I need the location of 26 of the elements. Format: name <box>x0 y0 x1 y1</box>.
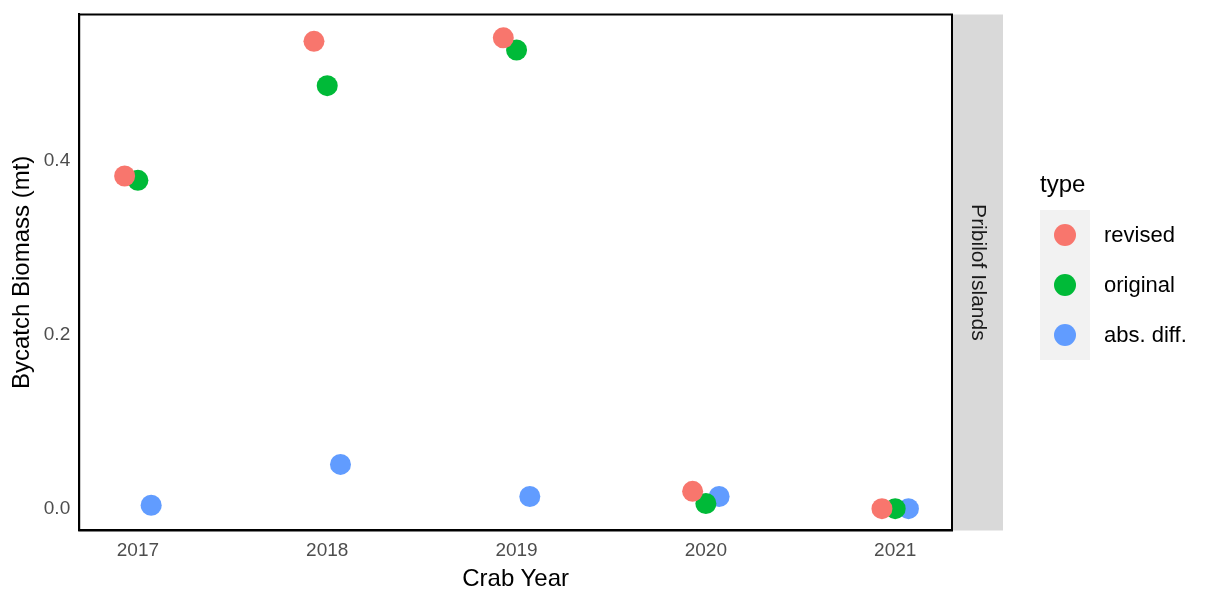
x-tick-label: 2020 <box>684 539 728 561</box>
x-tick-label: 2021 <box>874 539 917 561</box>
x-axis-title: Crab Year <box>462 564 569 592</box>
x-tick-label: 2018 <box>306 539 349 561</box>
point <box>140 494 162 516</box>
y-tick-label: 0.0 <box>43 496 71 518</box>
point <box>871 498 893 520</box>
point <box>492 27 514 49</box>
x-tick-label: 2019 <box>495 539 538 561</box>
point <box>303 30 325 52</box>
legend-label: original <box>1104 272 1175 298</box>
text: Pribilof Islands <box>968 204 992 341</box>
point <box>506 39 528 61</box>
legend-label: revised <box>1104 222 1175 248</box>
point <box>316 75 338 97</box>
y-tick-label: 0.2 <box>43 323 71 345</box>
point <box>519 486 541 508</box>
point <box>329 453 351 475</box>
point <box>682 480 704 502</box>
point <box>695 492 717 514</box>
y-axis-title: Bycatch Biomass (mt) <box>7 155 35 390</box>
y-tick-label: 0.4 <box>43 149 71 171</box>
legend-title: type <box>1040 170 1087 198</box>
legend-label: abs. diff. <box>1104 322 1187 348</box>
point <box>114 165 136 187</box>
x-tick-label: 2017 <box>116 539 160 561</box>
